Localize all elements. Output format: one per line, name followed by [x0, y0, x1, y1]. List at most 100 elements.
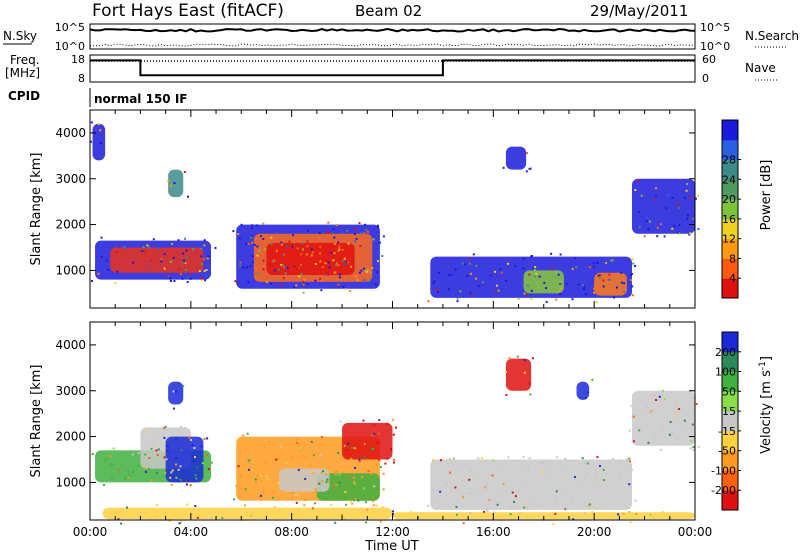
echo-pixel	[185, 249, 188, 252]
echo-pixel	[592, 485, 595, 488]
cpid-label: CPID	[8, 89, 40, 103]
echo-pixel	[486, 510, 489, 513]
echo-pixel	[325, 260, 328, 263]
echo-pixel	[247, 242, 250, 245]
echo-pixel	[280, 243, 283, 246]
echo-pixel	[545, 287, 547, 290]
echo-pixel	[605, 262, 608, 264]
echo-pixel	[669, 435, 672, 438]
echo-pixel	[198, 270, 201, 273]
echo-pixel	[455, 506, 458, 508]
echo-pixel	[466, 274, 469, 277]
echo-pixel	[454, 486, 457, 489]
echo-pixel	[354, 447, 356, 450]
colorbar-frame	[721, 119, 739, 299]
echo-pixel	[120, 522, 122, 525]
echo-pixel	[697, 194, 700, 197]
echo-pixel	[573, 476, 576, 478]
echo-pixel	[163, 267, 166, 270]
echo-pixel	[461, 262, 464, 265]
echo-pixel	[671, 391, 674, 394]
echo-pixel	[165, 427, 168, 430]
echo-pixel	[620, 272, 623, 274]
echo-pixel	[309, 464, 312, 467]
echo-pixel	[240, 223, 243, 226]
echo-pixel	[483, 510, 486, 513]
echo-pixel	[613, 296, 616, 299]
echo-pixel	[344, 491, 347, 494]
echo-pixel	[559, 253, 562, 256]
echo-pixel	[171, 469, 174, 472]
echo-pixel	[685, 189, 688, 192]
echo-pixel	[658, 395, 661, 398]
echo-pixel	[188, 436, 191, 439]
echo-pixel	[284, 267, 287, 269]
x-axis-label: Time UT	[364, 539, 418, 554]
echo-pixel	[634, 265, 637, 267]
echo-pixel	[541, 470, 544, 473]
echo-pixel	[488, 498, 491, 501]
echo-pixel	[194, 456, 196, 459]
echo-pixel	[345, 449, 348, 451]
echo-pixel	[367, 470, 370, 472]
y-tick-label: 3000	[55, 384, 86, 398]
echo-pixel	[683, 419, 686, 422]
echo-pixel	[291, 497, 294, 499]
echo-pixel	[605, 473, 607, 476]
echo-pixel	[638, 210, 641, 213]
echo-pixel	[338, 276, 341, 279]
echo-pixel	[320, 471, 323, 474]
echo-pixel	[196, 466, 199, 469]
echo-pixel	[555, 270, 557, 273]
echo-pixel	[671, 227, 674, 230]
echo-pixel	[504, 279, 507, 282]
echo-pixel	[170, 279, 172, 282]
echo-pixel	[306, 283, 309, 286]
echo-pixel	[686, 214, 689, 217]
echo-pixel	[586, 462, 589, 465]
echo-pixel	[253, 243, 256, 246]
echo-pixel	[446, 483, 448, 486]
echo-pixel	[172, 390, 175, 393]
echo-pixel	[311, 486, 314, 489]
echo-pixel	[595, 301, 598, 304]
echo-pixel	[258, 249, 261, 252]
echo-pixel	[625, 478, 628, 481]
echo-pixel	[254, 478, 257, 481]
echo-pixel	[260, 494, 263, 497]
echo-pixel	[281, 483, 284, 486]
echo-region	[505, 146, 527, 170]
echo-pixel	[673, 224, 676, 227]
echo-pixel	[163, 253, 166, 256]
y-tick-label: 4000	[55, 126, 86, 140]
echo-pixel	[319, 260, 322, 263]
echo-pixel	[240, 475, 242, 478]
echo-pixel	[361, 261, 364, 264]
echo-pixel	[142, 246, 145, 249]
echo-pixel	[184, 268, 187, 271]
echo-pixel	[474, 471, 477, 474]
echo-pixel	[359, 244, 362, 247]
echo-pixel	[445, 459, 448, 462]
colorbar-segment	[722, 199, 738, 220]
echo-region	[316, 473, 380, 501]
echo-pixel	[324, 250, 327, 253]
echo-pixel	[522, 257, 525, 260]
echo-pixel	[314, 490, 317, 493]
echo-pixel	[343, 263, 346, 266]
echo-pixel	[675, 414, 678, 417]
echo-pixel	[369, 271, 372, 274]
echo-pixel	[296, 247, 299, 250]
echo-pixel	[612, 458, 615, 461]
echo-pixel	[514, 495, 517, 498]
echo-pixel	[572, 487, 575, 489]
echo-pixel	[469, 512, 472, 515]
noise-panel: N.Sky 10^5 10^0 10^5 10^0 N.Search	[3, 21, 799, 53]
echo-pixel	[338, 248, 341, 251]
echo-pixel	[256, 474, 259, 477]
echo-pixel	[565, 282, 568, 285]
echo-pixel	[366, 508, 369, 511]
echo-pixel	[286, 266, 289, 269]
echo-pixel	[354, 498, 357, 501]
echo-pixel	[545, 300, 548, 303]
